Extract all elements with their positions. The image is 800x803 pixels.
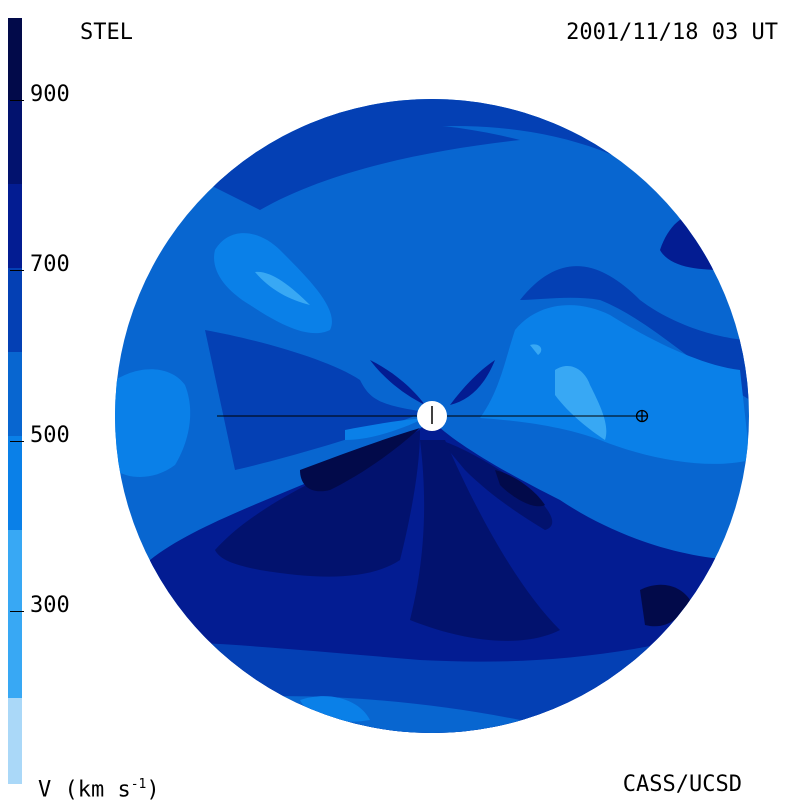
colorbar-tick-label: 300 <box>30 593 70 618</box>
colorbar-segment <box>8 184 22 268</box>
credit-label: CASS/UCSD <box>622 772 742 797</box>
colorbar-tick-label: 500 <box>30 423 70 448</box>
colorbar-segment <box>8 436 22 530</box>
timestamp-label: 2001/11/18 03 UT <box>566 20 778 45</box>
instrument-label: STEL <box>80 20 133 45</box>
velocity-colorbar <box>8 18 22 784</box>
colorbar-tick-label: 700 <box>30 252 70 277</box>
colorbar-tick-label: 900 <box>30 82 70 107</box>
colorbar-segment <box>8 100 22 184</box>
units-label: V (km s-1) <box>38 772 160 803</box>
colorbar-segment <box>8 530 22 698</box>
colorbar-tick <box>10 270 24 271</box>
colorbar-segment <box>8 268 22 352</box>
units-close-paren: ) <box>146 777 160 803</box>
units-label-text: V (km s <box>38 777 131 803</box>
colorbar-segment <box>8 18 22 100</box>
colorbar-segment <box>8 698 22 784</box>
earth-icon <box>635 409 649 423</box>
colorbar-tick <box>10 441 24 442</box>
colorbar-tick <box>10 100 24 101</box>
units-exponent: -1 <box>130 777 147 792</box>
sun-icon <box>417 401 447 431</box>
colorbar-tick <box>10 611 24 612</box>
colorbar-segment <box>8 352 22 436</box>
